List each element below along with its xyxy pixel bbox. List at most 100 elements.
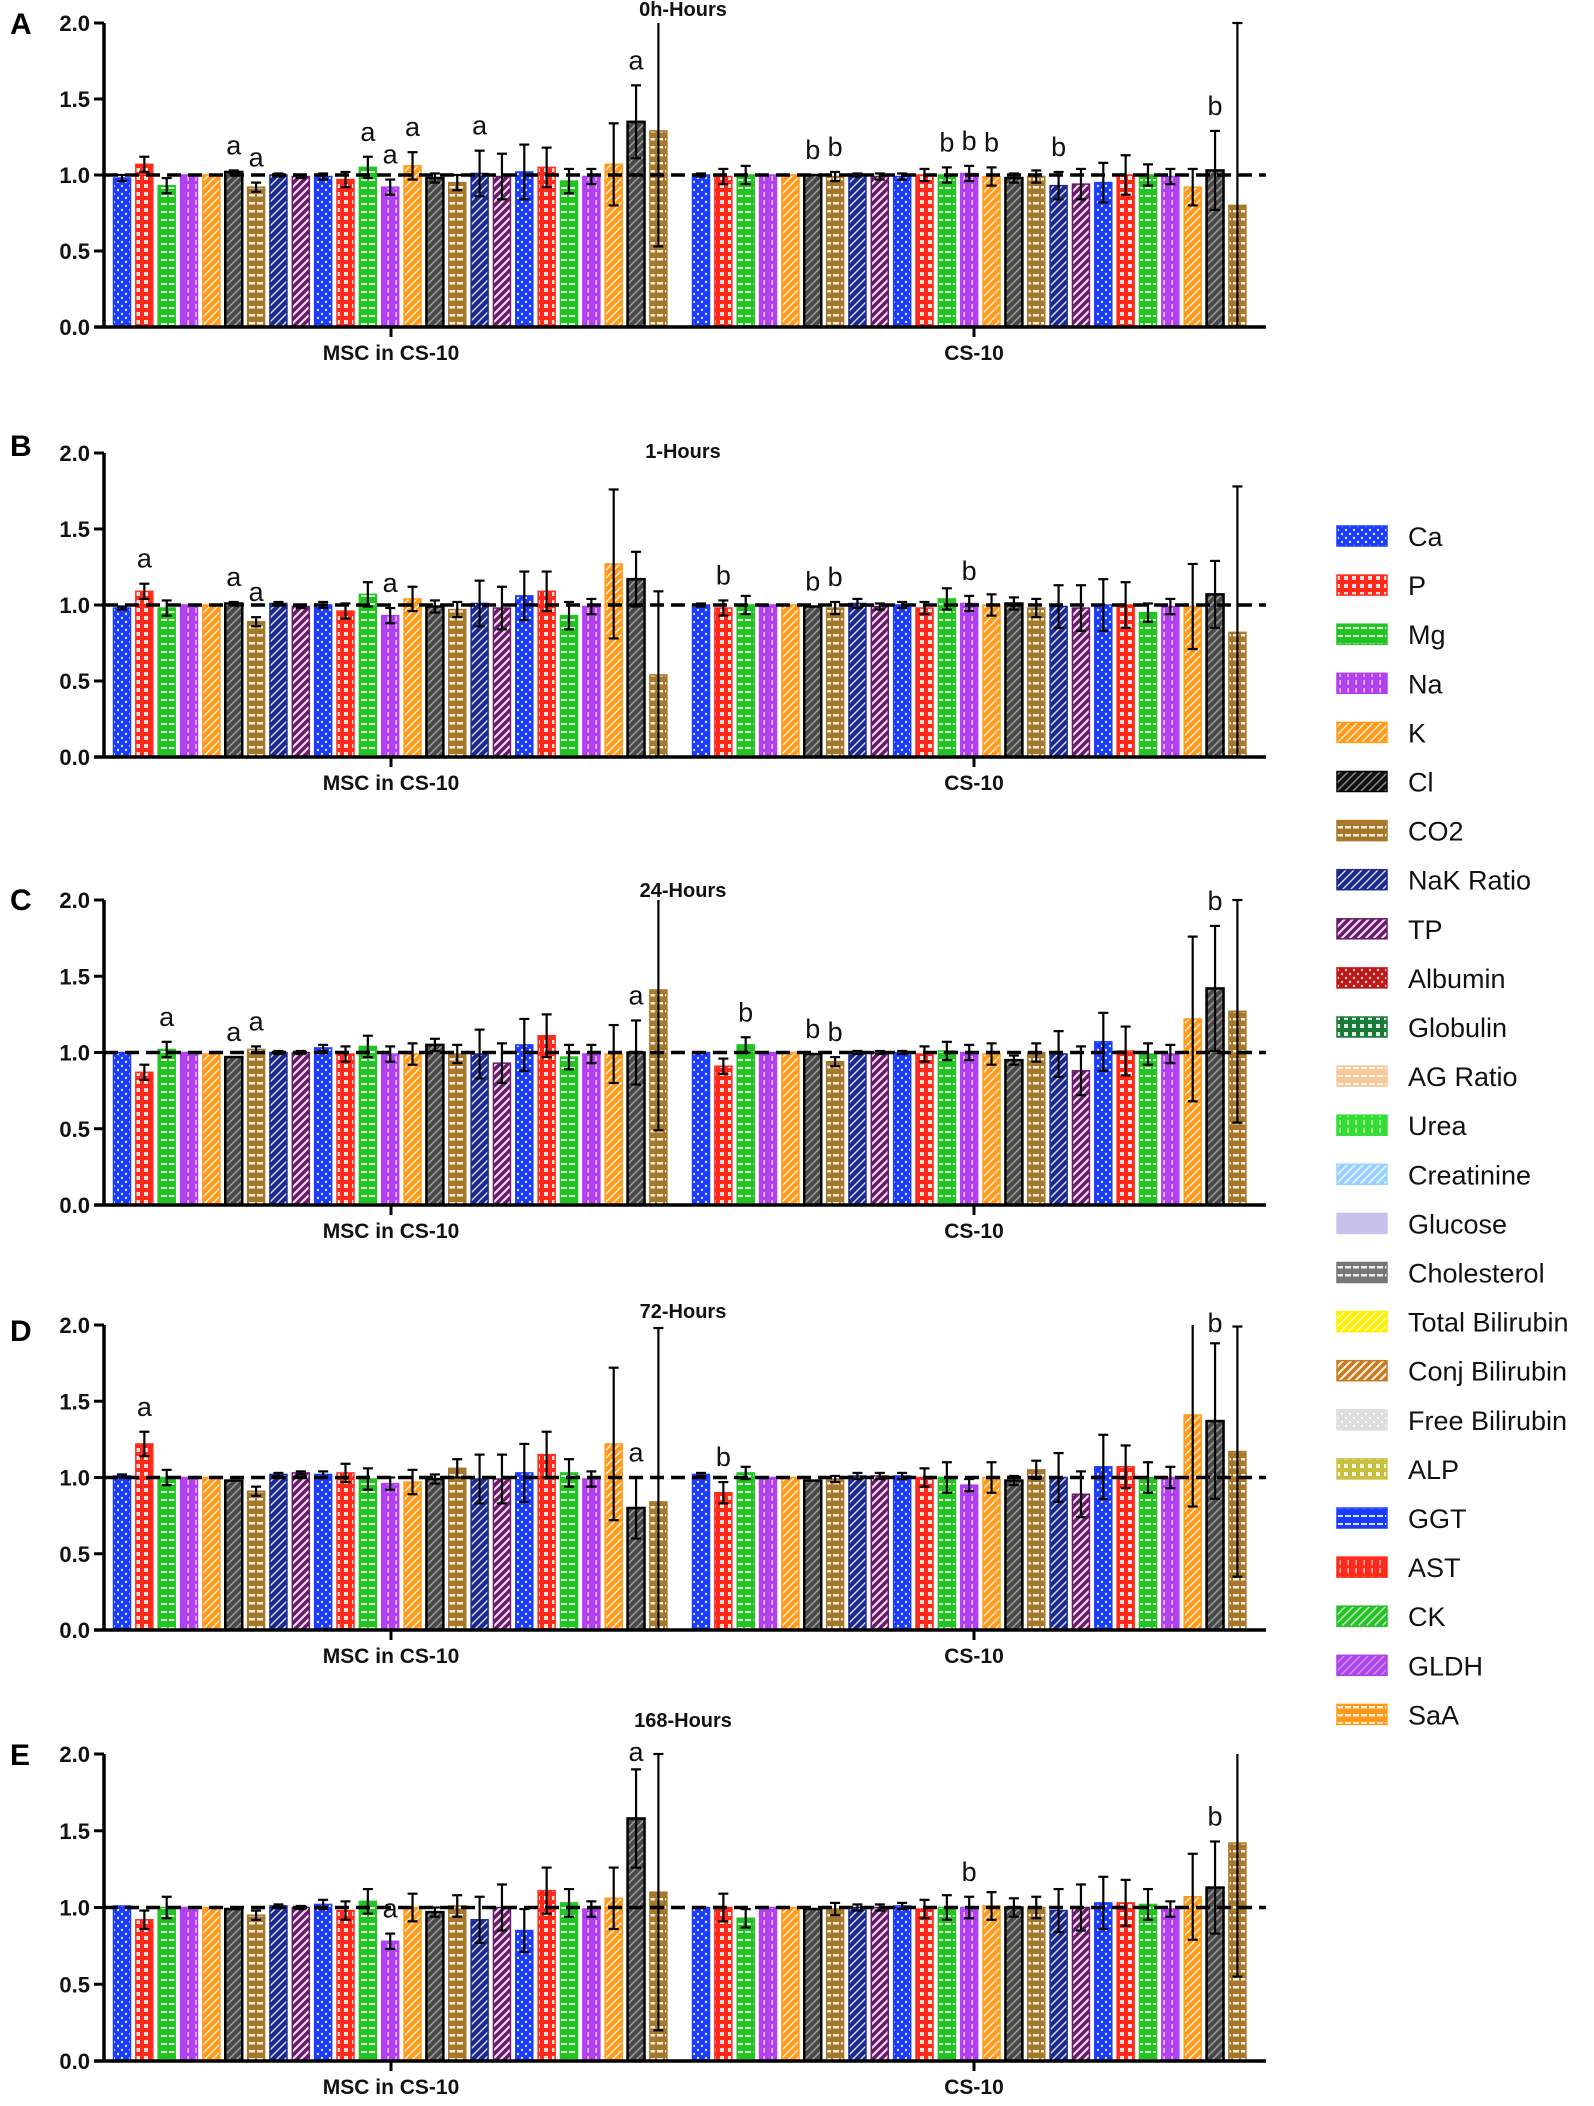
y-tick-label: 0.0 bbox=[59, 745, 90, 770]
bar-globulin bbox=[915, 1476, 934, 1631]
bar-p bbox=[135, 590, 154, 758]
legend-label: Creatinine bbox=[1408, 1160, 1531, 1190]
bar-globulin bbox=[915, 1053, 934, 1206]
bar-conj-bilirubin bbox=[1071, 183, 1091, 328]
legend-label: Na bbox=[1408, 669, 1443, 699]
bar-urea bbox=[959, 1484, 979, 1631]
y-tick-label: 2.0 bbox=[59, 888, 90, 913]
bar-co2 bbox=[246, 620, 266, 758]
bar-globulin bbox=[336, 610, 355, 758]
bar-ag-ratio bbox=[358, 593, 378, 758]
significance-label: a bbox=[226, 1017, 242, 1047]
group-label: CS-10 bbox=[944, 2076, 1004, 2099]
bar-co2 bbox=[246, 1048, 266, 1206]
bar-tp bbox=[291, 1051, 311, 1206]
bar-alp bbox=[1116, 1466, 1135, 1631]
legend-item: CK bbox=[1336, 1602, 1446, 1632]
legend-label: Free Bilirubin bbox=[1408, 1406, 1567, 1436]
y-tick-label: 0.5 bbox=[59, 669, 90, 694]
bar-globulin bbox=[336, 178, 355, 328]
bar-ggt bbox=[559, 1472, 579, 1631]
bar-mg bbox=[736, 1472, 755, 1631]
legend-item: K bbox=[1336, 718, 1426, 748]
bar-mg bbox=[157, 1476, 176, 1631]
bar-co2 bbox=[825, 607, 845, 758]
bar-co2 bbox=[246, 1490, 266, 1631]
bar-albumin bbox=[892, 1905, 912, 2062]
y-tick-label: 0.0 bbox=[59, 2049, 90, 2074]
panel-letter: C bbox=[10, 884, 32, 917]
bar-mg bbox=[736, 1044, 755, 1206]
y-tick-label: 0.0 bbox=[59, 1618, 90, 1643]
bar-na bbox=[758, 1906, 778, 2062]
bar-creatinine bbox=[403, 1481, 422, 1631]
legend-swatch bbox=[1336, 819, 1388, 842]
bar-glucose bbox=[425, 1477, 445, 1632]
significance-label: a bbox=[159, 1002, 175, 1032]
bar-mg bbox=[157, 607, 176, 758]
bar-nak-ratio bbox=[269, 1473, 288, 1631]
bar-alp bbox=[537, 1034, 556, 1206]
legend-item: Conj Bilirubin bbox=[1336, 1357, 1567, 1387]
bar-k bbox=[202, 1906, 221, 2062]
bar-urea bbox=[959, 1906, 979, 2062]
significance-label: b bbox=[738, 997, 753, 1027]
bar-creatinine bbox=[403, 1053, 422, 1206]
legend-label: SaA bbox=[1408, 1700, 1459, 1730]
bar-albumin bbox=[313, 1473, 333, 1631]
bar-ggt bbox=[1138, 1476, 1158, 1631]
significance-label: b bbox=[962, 126, 977, 156]
bar-nak-ratio bbox=[269, 1905, 288, 2062]
significance-label: b bbox=[805, 135, 820, 165]
bar-alp bbox=[537, 590, 556, 758]
bar-albumin bbox=[313, 1903, 333, 2062]
bar-creatinine bbox=[403, 165, 422, 328]
legend-label: P bbox=[1408, 571, 1426, 601]
bar-creatinine bbox=[982, 1053, 1001, 1206]
legend-swatch bbox=[1336, 1261, 1388, 1284]
bar-p bbox=[714, 1492, 733, 1631]
group-label: CS-10 bbox=[944, 342, 1004, 365]
y-tick-label: 1.5 bbox=[59, 87, 90, 112]
significance-label: a bbox=[629, 1438, 645, 1468]
legend-swatch bbox=[1336, 1310, 1388, 1333]
significance-label: a bbox=[137, 544, 153, 574]
significance-label: a bbox=[629, 1737, 645, 1767]
y-tick-label: 1.0 bbox=[59, 1466, 90, 1491]
bar-tp bbox=[870, 1475, 890, 1631]
legend-label: TP bbox=[1408, 915, 1443, 945]
legend-item: Total Bilirubin bbox=[1336, 1308, 1569, 1338]
bar-k bbox=[202, 1053, 221, 1206]
legend-swatch bbox=[1336, 1212, 1388, 1235]
legend-swatch bbox=[1336, 1163, 1388, 1186]
bar-cl bbox=[803, 1479, 823, 1632]
legend-swatch bbox=[1336, 1359, 1388, 1382]
significance-label: b bbox=[716, 560, 731, 590]
bar-glucose bbox=[425, 1910, 445, 2063]
bar-albumin bbox=[313, 604, 333, 758]
legend-swatch bbox=[1336, 1556, 1388, 1578]
bar-co2 bbox=[246, 1914, 266, 2062]
legend-swatch bbox=[1336, 967, 1388, 989]
panel-title: 168-Hours bbox=[634, 1710, 732, 1732]
legend-swatch bbox=[1336, 868, 1388, 891]
legend-item: ALP bbox=[1336, 1455, 1459, 1485]
legend-item: Glucose bbox=[1336, 1209, 1507, 1239]
bar-na bbox=[179, 1476, 199, 1631]
bar-mg bbox=[736, 604, 755, 758]
bar-ast bbox=[582, 605, 601, 758]
legend-item: SaA bbox=[1336, 1700, 1459, 1730]
bar-globulin bbox=[915, 1908, 934, 2062]
bar-ast bbox=[1161, 175, 1180, 328]
bar-tp bbox=[291, 1906, 311, 2062]
bar-cholesterol bbox=[1027, 1051, 1046, 1206]
y-tick-label: 0.5 bbox=[59, 239, 90, 264]
significance-label: a bbox=[226, 130, 242, 160]
y-tick-label: 1.5 bbox=[59, 1389, 90, 1414]
legend-item: Ca bbox=[1336, 522, 1443, 552]
panel-title: 24-Hours bbox=[640, 880, 727, 902]
panel-title: 0h-Hours bbox=[639, 0, 727, 21]
significance-label: a bbox=[249, 1006, 265, 1036]
legend-item: NaK Ratio bbox=[1336, 866, 1531, 896]
